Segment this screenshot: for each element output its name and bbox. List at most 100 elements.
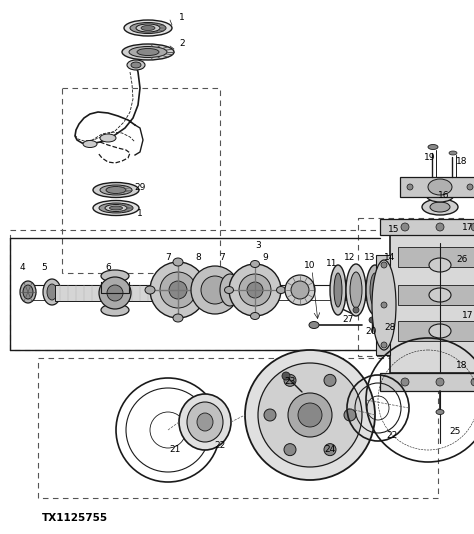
Ellipse shape <box>426 188 454 202</box>
Ellipse shape <box>99 203 133 213</box>
Circle shape <box>324 444 336 456</box>
Circle shape <box>258 363 362 467</box>
Ellipse shape <box>225 287 234 294</box>
Text: 22: 22 <box>214 442 226 451</box>
Ellipse shape <box>100 185 132 195</box>
Text: 17: 17 <box>462 310 474 319</box>
Ellipse shape <box>291 281 309 299</box>
Ellipse shape <box>43 279 61 305</box>
Text: 23: 23 <box>284 378 296 387</box>
Text: 18: 18 <box>456 158 468 167</box>
Ellipse shape <box>250 261 259 268</box>
Ellipse shape <box>136 24 160 32</box>
Circle shape <box>471 223 474 231</box>
Circle shape <box>467 184 473 190</box>
Ellipse shape <box>346 264 366 316</box>
Circle shape <box>401 378 409 386</box>
Text: 10: 10 <box>304 261 316 270</box>
Circle shape <box>245 350 375 480</box>
Ellipse shape <box>429 288 451 302</box>
Circle shape <box>282 372 290 380</box>
Ellipse shape <box>350 272 362 308</box>
Ellipse shape <box>122 44 174 60</box>
Circle shape <box>160 272 196 308</box>
Ellipse shape <box>285 275 315 305</box>
Ellipse shape <box>173 258 183 266</box>
Ellipse shape <box>382 265 402 311</box>
Ellipse shape <box>430 202 450 212</box>
Bar <box>398 247 474 267</box>
Circle shape <box>284 374 296 387</box>
Circle shape <box>381 262 387 268</box>
Text: 7: 7 <box>219 254 225 263</box>
Text: TX1125755: TX1125755 <box>42 513 108 523</box>
Ellipse shape <box>387 273 397 303</box>
Circle shape <box>353 307 359 313</box>
Text: 19: 19 <box>424 153 436 162</box>
Circle shape <box>284 444 296 456</box>
Text: 22: 22 <box>386 430 398 439</box>
Circle shape <box>150 262 206 318</box>
Text: 11: 11 <box>326 258 338 268</box>
Text: 6: 6 <box>105 263 111 272</box>
Ellipse shape <box>23 285 33 299</box>
Text: 12: 12 <box>344 254 356 263</box>
Bar <box>398 321 474 341</box>
Circle shape <box>344 409 356 421</box>
Text: 1: 1 <box>179 13 185 22</box>
Bar <box>62 88 220 273</box>
Circle shape <box>169 281 187 299</box>
Circle shape <box>436 378 444 386</box>
Circle shape <box>337 305 343 311</box>
Bar <box>400 177 474 197</box>
Circle shape <box>381 342 387 348</box>
Text: 16: 16 <box>438 191 450 200</box>
Ellipse shape <box>101 270 129 282</box>
Ellipse shape <box>131 62 141 68</box>
Circle shape <box>369 317 375 323</box>
Circle shape <box>239 274 271 306</box>
Circle shape <box>288 393 332 437</box>
Ellipse shape <box>201 286 211 294</box>
Circle shape <box>264 409 276 421</box>
Text: 3: 3 <box>255 240 261 249</box>
Ellipse shape <box>124 20 172 36</box>
Ellipse shape <box>366 265 384 315</box>
Ellipse shape <box>197 413 213 431</box>
Circle shape <box>247 282 263 298</box>
Text: 18: 18 <box>456 360 468 370</box>
Text: 8: 8 <box>195 254 201 263</box>
Ellipse shape <box>428 179 452 195</box>
Text: 29: 29 <box>134 184 146 192</box>
Ellipse shape <box>220 274 240 306</box>
Ellipse shape <box>330 265 346 315</box>
Text: 27: 27 <box>342 316 354 325</box>
Bar <box>38 358 438 498</box>
Ellipse shape <box>428 145 438 150</box>
Bar <box>376 255 390 355</box>
Circle shape <box>407 184 413 190</box>
Ellipse shape <box>93 200 139 216</box>
Circle shape <box>298 403 322 427</box>
Ellipse shape <box>47 284 57 300</box>
Ellipse shape <box>130 22 166 34</box>
Circle shape <box>324 374 336 387</box>
Ellipse shape <box>276 287 285 294</box>
Text: 24: 24 <box>324 445 336 454</box>
Circle shape <box>191 266 239 314</box>
Ellipse shape <box>109 206 122 210</box>
Bar <box>390 235 474 373</box>
Text: 9: 9 <box>262 254 268 263</box>
Ellipse shape <box>309 321 319 328</box>
Ellipse shape <box>187 402 223 442</box>
Text: 4: 4 <box>19 263 25 272</box>
Bar <box>10 230 400 350</box>
Ellipse shape <box>83 140 97 147</box>
Text: 2: 2 <box>179 40 185 49</box>
Circle shape <box>471 378 474 386</box>
Text: 13: 13 <box>364 254 376 263</box>
Circle shape <box>389 318 397 326</box>
Bar <box>380 219 474 235</box>
Circle shape <box>401 223 409 231</box>
Circle shape <box>201 276 229 304</box>
